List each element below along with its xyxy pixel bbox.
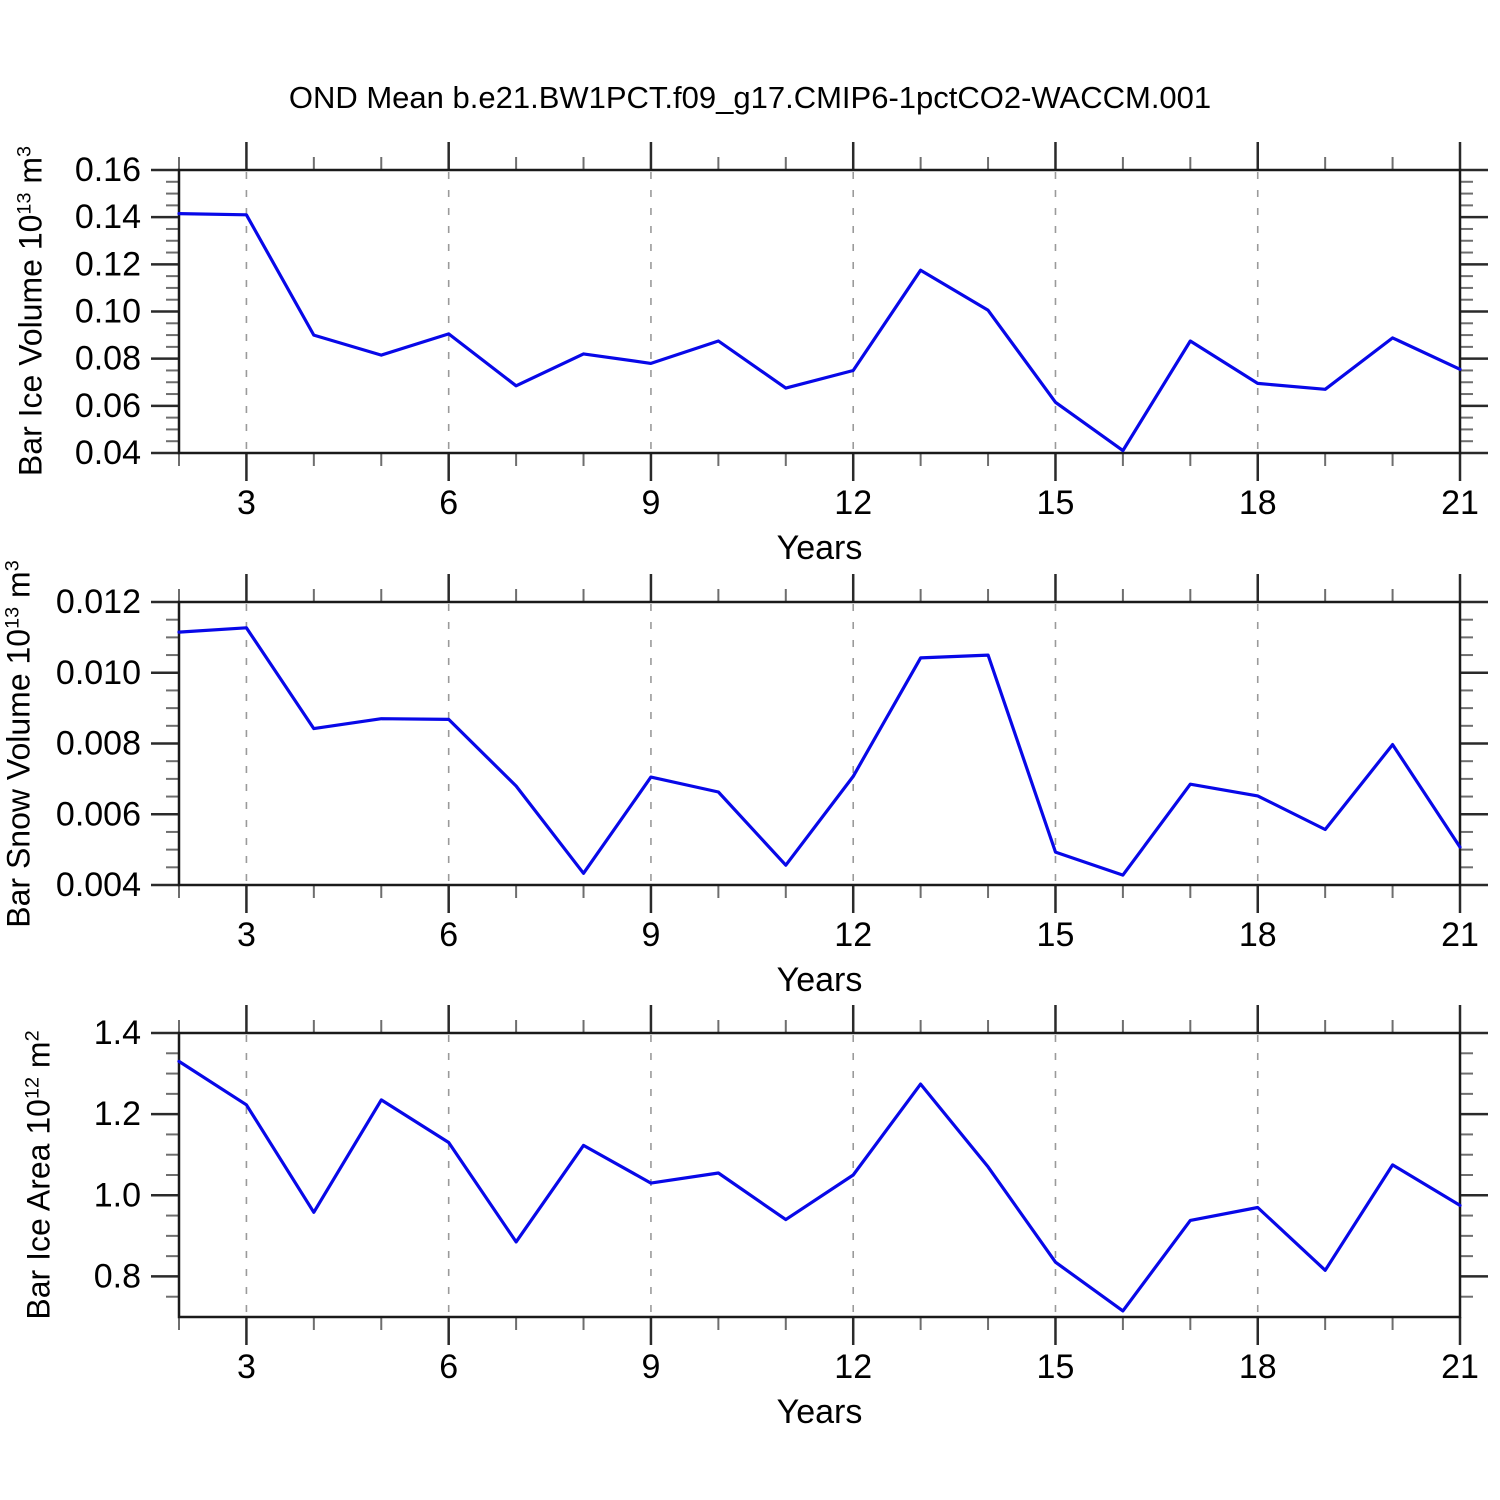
x-tick-label: 6 — [439, 484, 458, 522]
x-tick-label: 18 — [1239, 484, 1277, 522]
x-tick-label: 3 — [237, 1348, 256, 1386]
y-tick-label: 0.004 — [56, 866, 141, 904]
x-tick-label: 3 — [237, 484, 256, 522]
x-tick-label: 9 — [641, 1348, 660, 1386]
y-tick-label: 0.06 — [75, 387, 141, 425]
y-tick-label: 0.12 — [75, 245, 141, 283]
y-tick-label: 1.0 — [94, 1176, 141, 1214]
y-tick-label: 1.4 — [94, 1014, 141, 1052]
y-tick-label: 0.16 — [75, 151, 141, 189]
y-axis-label-snow-volume: Bar Snow Volume 1013 m3 — [0, 560, 37, 928]
superscript: 2 — [21, 1030, 44, 1042]
data-line-bar-ice-area — [177, 1059, 1462, 1313]
superscript: 12 — [21, 1076, 44, 1100]
y-tick-label: 1.2 — [94, 1095, 141, 1133]
y-tick-label: 0.006 — [56, 795, 141, 833]
x-axis-title: Years — [777, 961, 863, 999]
superscript: 3 — [13, 145, 36, 157]
y-tick-label: 0.08 — [75, 340, 141, 378]
x-axis-title: Years — [777, 1393, 863, 1431]
x-tick-label: 6 — [439, 1348, 458, 1386]
y-tick-label: 0.04 — [75, 434, 141, 472]
y-tick-label: 0.012 — [56, 583, 141, 621]
y-tick-label: 0.008 — [56, 725, 141, 763]
x-tick-label: 21 — [1441, 916, 1479, 954]
y-tick-label: 0.8 — [94, 1257, 141, 1295]
x-tick-label: 18 — [1239, 916, 1277, 954]
y-tick-label: 0.14 — [75, 198, 141, 236]
y-tick-label: 0.10 — [75, 293, 141, 331]
y-tick-label: 0.010 — [56, 654, 141, 692]
x-tick-label: 15 — [1037, 916, 1075, 954]
data-line-bar-ice-volume — [177, 212, 1462, 453]
plot-box — [177, 168, 1462, 455]
x-tick-label: 15 — [1037, 484, 1075, 522]
x-tick-label: 12 — [834, 484, 872, 522]
x-tick-label: 6 — [439, 916, 458, 954]
x-tick-label: 18 — [1239, 1348, 1277, 1386]
x-tick-label: 21 — [1441, 484, 1479, 522]
panel-bar-ice-volume: 3 6 9 12 15 18 21 0.16 0.14 0.12 0.10 0.08 0.06 0.04 Y… — [75, 142, 1488, 567]
x-tick-label: 15 — [1037, 1348, 1075, 1386]
superscript: 13 — [13, 192, 36, 215]
superscript: 13 — [1, 606, 24, 629]
y-axis-label-ice-volume: Bar Ice Volume 1013 m3 — [12, 145, 49, 477]
x-tick-label: 9 — [641, 484, 660, 522]
data-line-bar-snow-volume — [177, 626, 1462, 877]
panel-bar-snow-volume: 3 6 9 12 15 18 21 0.012 0.010 0.008 0.006 0.004 Year… — [56, 574, 1488, 999]
x-tick-label: 12 — [834, 916, 872, 954]
chart-title: OND Mean b.e21.BW1PCT.f09_g17.CMIP6-1pct… — [288, 80, 1212, 115]
x-tick-label: 21 — [1441, 1348, 1479, 1386]
x-tick-label: 3 — [237, 916, 256, 954]
superscript: 3 — [1, 560, 24, 572]
panel-bar-ice-area: 3 6 9 12 15 18 21 1.4 1.2 1.0 0.8 Years — [94, 1005, 1488, 1431]
x-axis-title: Years — [777, 529, 863, 567]
y-axis-label-ice-area: Bar Ice Area 1012 m2 — [20, 1030, 57, 1320]
x-tick-label: 12 — [834, 1348, 872, 1386]
plot-box — [177, 600, 1462, 887]
plot-box — [177, 1031, 1462, 1319]
x-tick-label: 9 — [641, 916, 660, 954]
